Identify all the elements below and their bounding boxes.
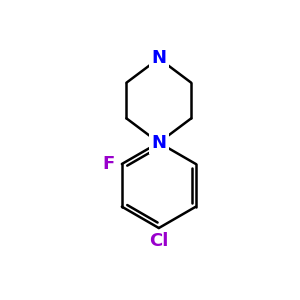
Text: F: F	[103, 155, 115, 173]
Text: Cl: Cl	[149, 232, 169, 250]
Text: N: N	[151, 50, 166, 68]
Text: N: N	[151, 134, 166, 152]
